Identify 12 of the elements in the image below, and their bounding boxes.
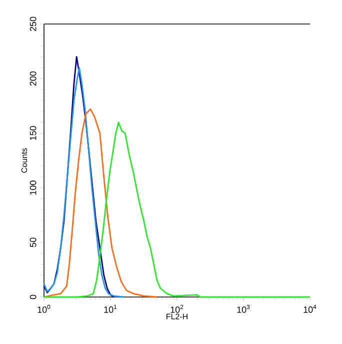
y-tick-label: 100 [30, 180, 36, 195]
x-tick-label: 10$^{4}$ [304, 304, 316, 313]
y-tick-label: 50 [30, 238, 36, 248]
y-tick-label: 200 [30, 71, 36, 86]
x-tick-label: 10$^{2}$ [170, 304, 184, 313]
y-tick-label: 250 [30, 16, 36, 32]
x-tick-label: 10$^{1}$ [104, 304, 117, 313]
x-tick-label: 10$^{0}$ [38, 304, 50, 313]
y-tick-label: 0 [30, 294, 36, 300]
line-series [43, 56, 114, 298]
x-tick-label: 10$^{3}$ [237, 304, 250, 313]
y-tick-label: 150 [30, 126, 36, 140]
